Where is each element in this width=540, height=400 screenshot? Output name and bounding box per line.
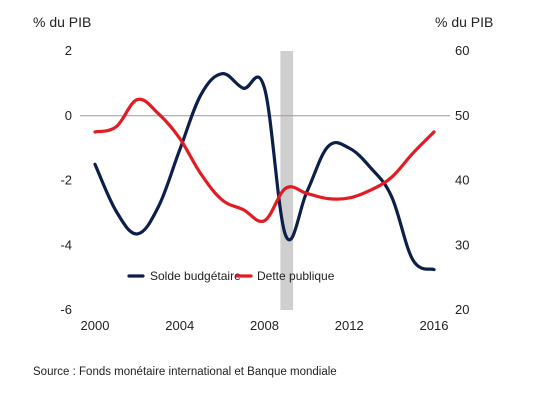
x-tick-label: 2012 (335, 318, 364, 333)
right-axis-unit: % du PIB (435, 14, 493, 30)
legend-label-solde: Solde budgétaire (150, 269, 241, 283)
right-tick-label: 20 (455, 302, 469, 317)
x-tick-label: 2008 (250, 318, 279, 333)
left-tick-label: 0 (65, 108, 72, 123)
series-line-solde-budgetaire (93, 72, 436, 272)
series-layer (93, 72, 436, 272)
right-tick-label: 60 (455, 43, 469, 58)
left-tick-label: -4 (60, 237, 72, 252)
x-tick-label: 2000 (81, 318, 110, 333)
left-tick-label: 2 (65, 43, 72, 58)
left-tick-label: -2 (60, 173, 72, 188)
source-note: Source : Fonds monétaire international e… (33, 366, 337, 378)
right-tick-label: 40 (455, 173, 469, 188)
left-axis-unit: % du PIB (33, 14, 91, 30)
right-tick-label: 30 (455, 237, 469, 252)
x-tick-label: 2016 (420, 318, 449, 333)
legend-label-dette: Dette publique (257, 269, 335, 283)
series-line-dette-publique (93, 97, 436, 224)
left-tick-label: -6 (60, 302, 72, 317)
right-tick-label: 50 (455, 108, 469, 123)
legend: Solde budgétaire Dette publique (127, 269, 335, 283)
x-tick-label: 2004 (165, 318, 194, 333)
